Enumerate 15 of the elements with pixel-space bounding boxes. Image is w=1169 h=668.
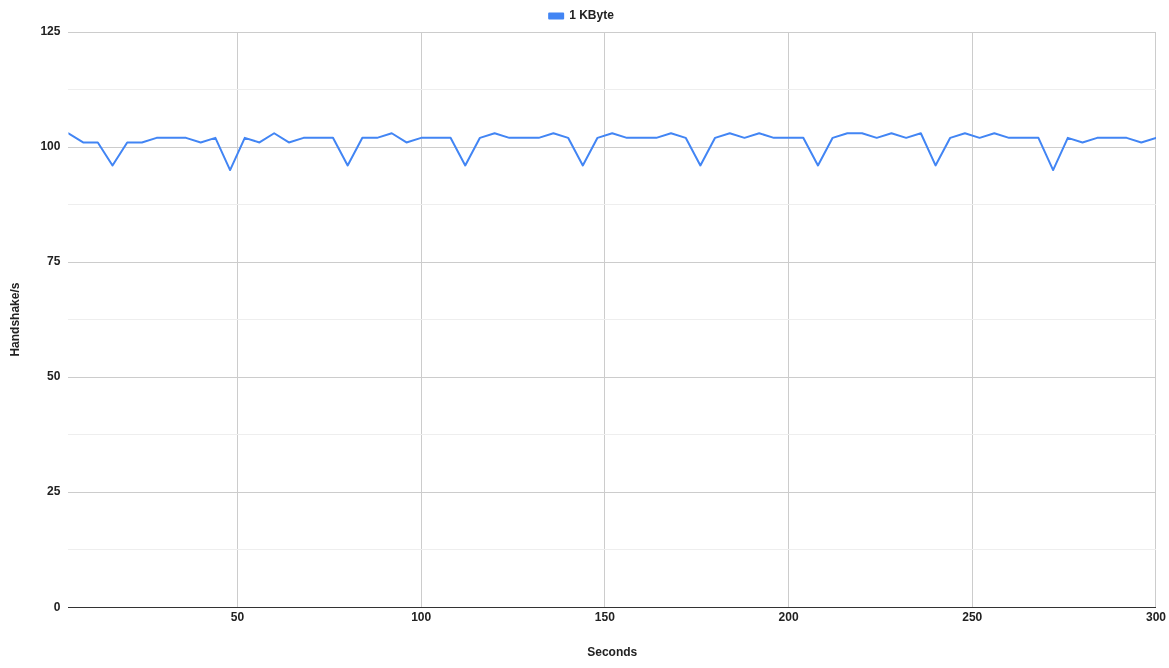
y-tick-label: 0 xyxy=(53,599,61,614)
x-tick-label: 250 xyxy=(962,609,983,624)
x-tick-label: 50 xyxy=(230,609,245,624)
x-tick-label: 200 xyxy=(778,609,799,624)
y-axis-title: Handshake/s xyxy=(7,282,22,357)
x-axis-title: Seconds xyxy=(587,645,638,660)
y-tick-label: 125 xyxy=(40,24,61,39)
y-tick-label: 75 xyxy=(47,254,61,269)
y-tick-label: 50 xyxy=(47,369,61,384)
x-tick-label: 100 xyxy=(411,609,432,624)
y-tick-label: 25 xyxy=(47,484,61,499)
y-tick-label: 100 xyxy=(40,139,61,154)
x-tick-label: 300 xyxy=(1145,609,1167,624)
x-tick-label: 150 xyxy=(594,609,616,624)
legend-label: 1 KByte xyxy=(569,8,615,23)
